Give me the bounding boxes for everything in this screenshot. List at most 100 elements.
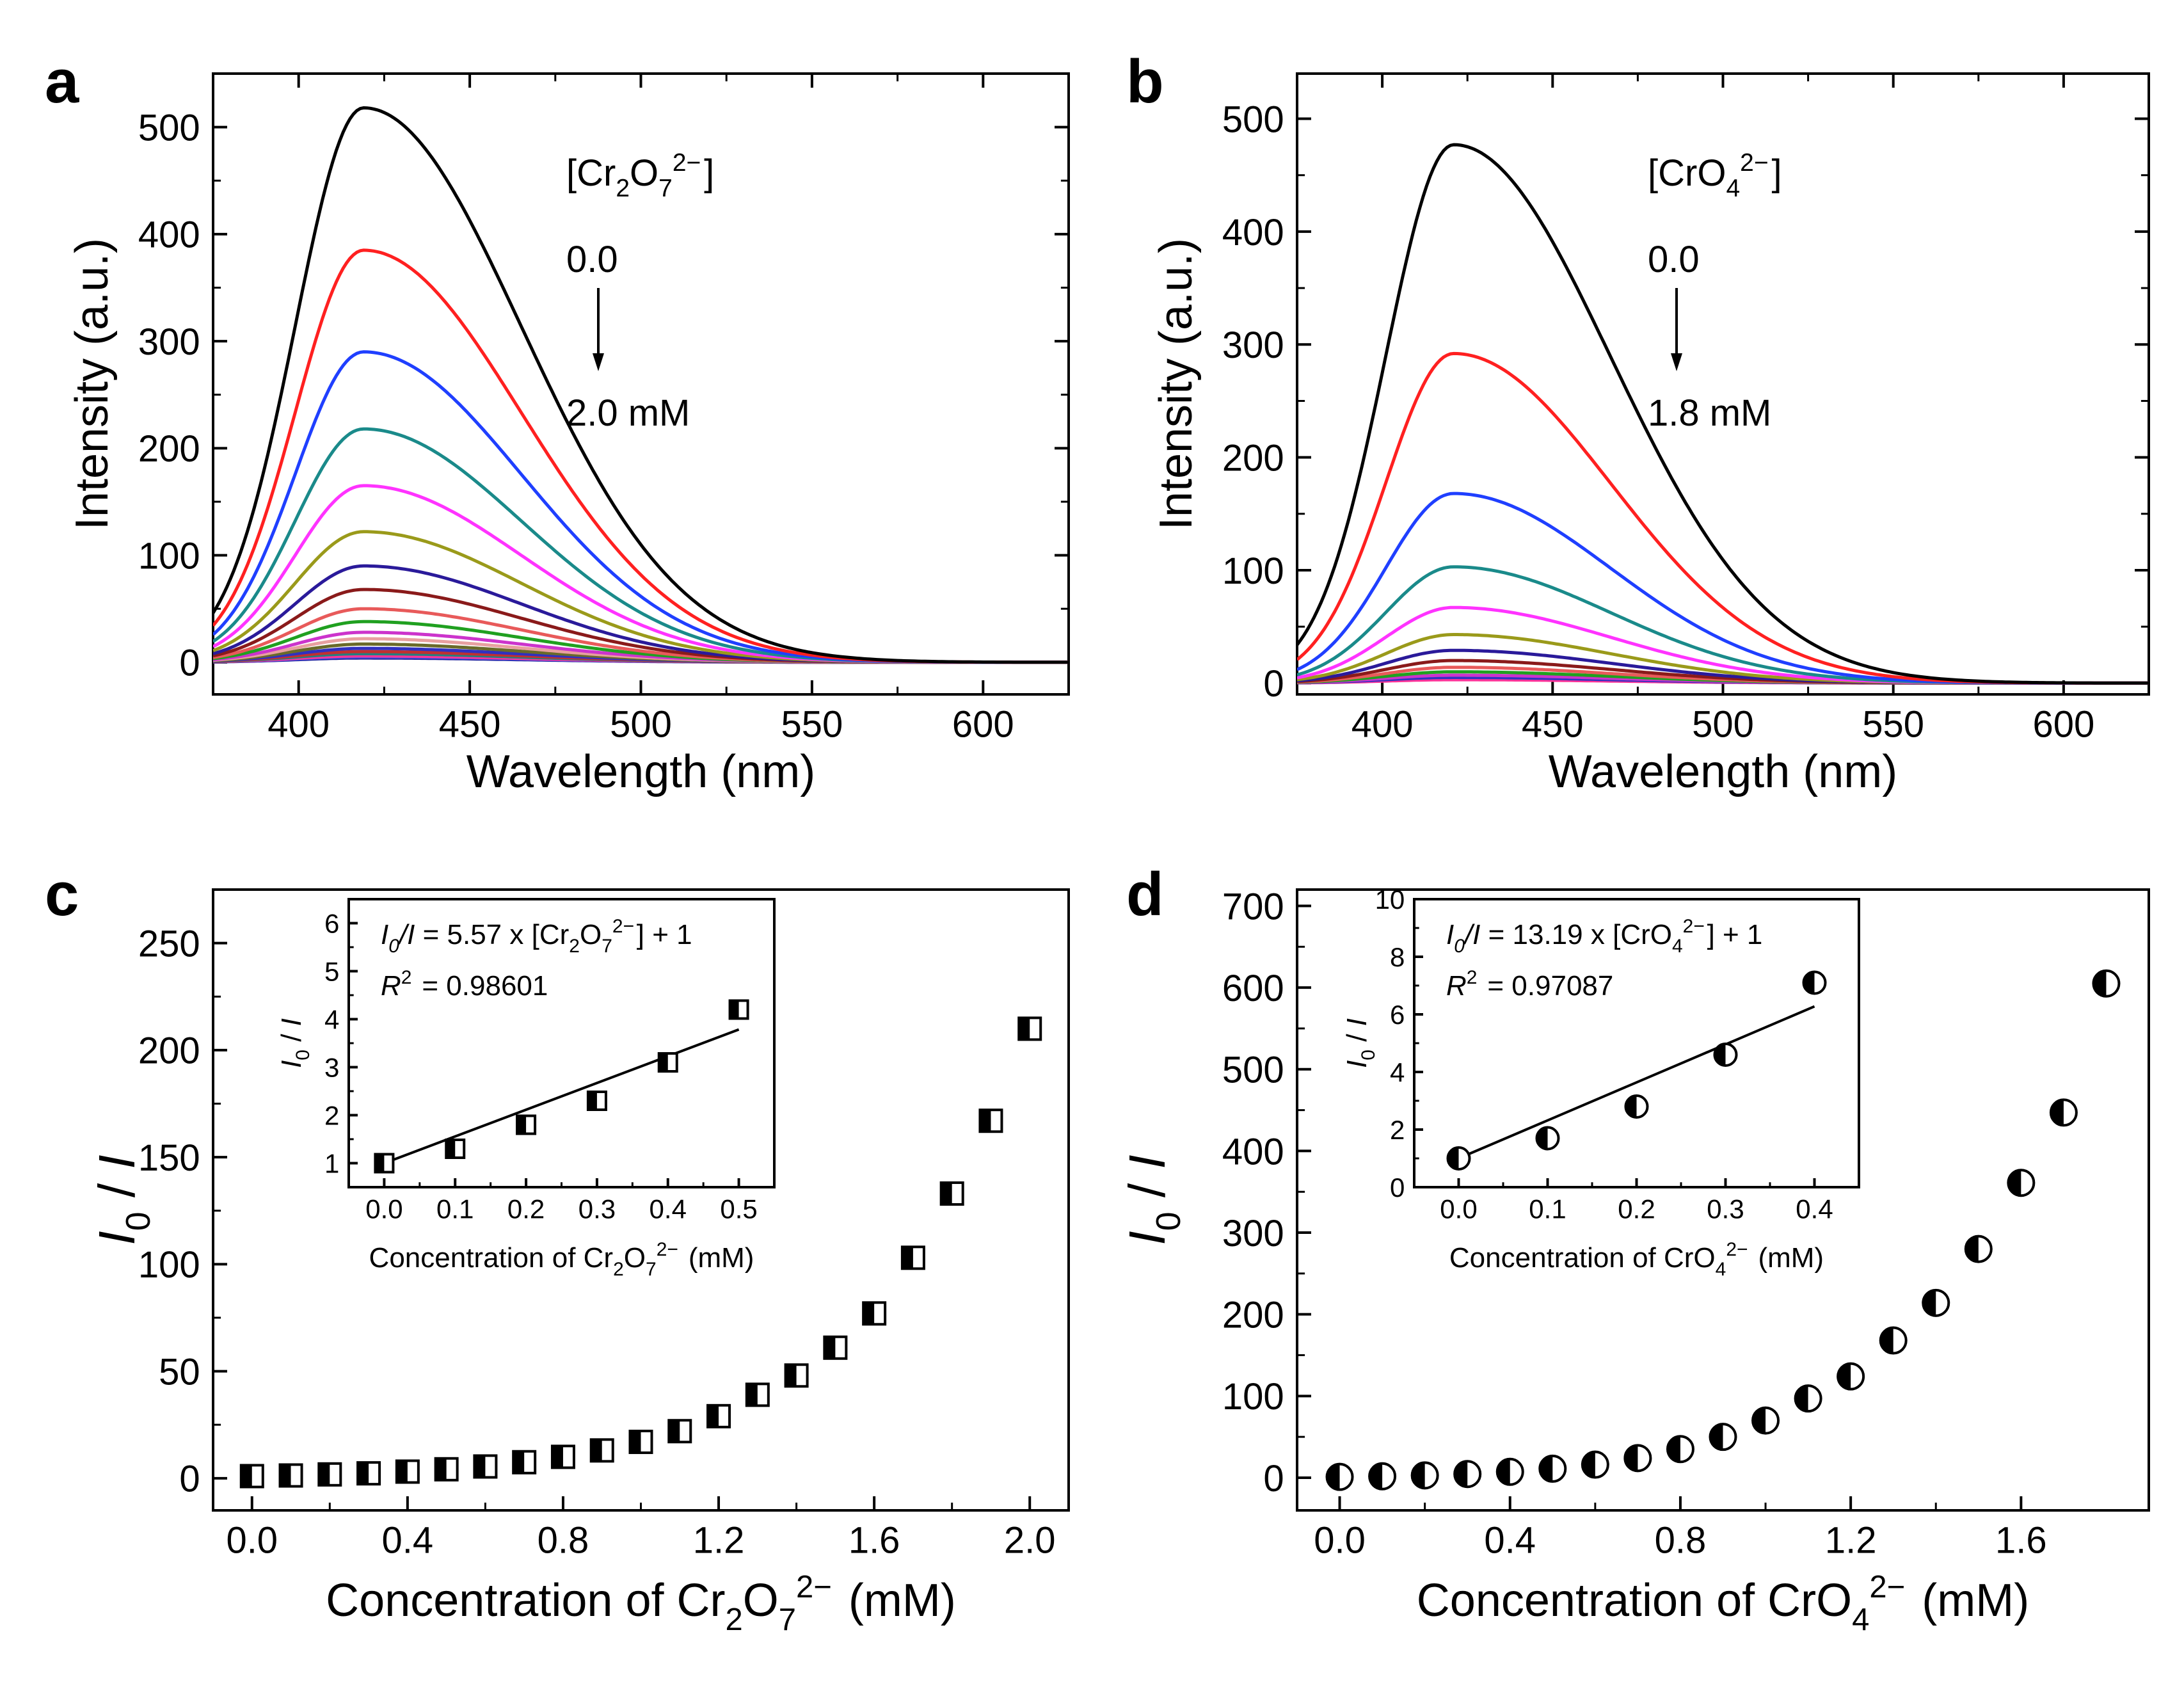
- y-tick-label: 400: [138, 214, 200, 256]
- data-point-fill: [396, 1460, 408, 1483]
- x-tick-label: 2.0: [1004, 1520, 1056, 1562]
- x-tick-label: 600: [2033, 704, 2095, 746]
- inset-y-axis-label: I0 / I: [276, 1018, 314, 1068]
- data-point-fill: [1795, 1386, 1808, 1412]
- data-point-fill: [1803, 971, 1815, 994]
- concentration-start: 0.0: [1648, 239, 1700, 280]
- x-tick-label: 0.4: [1484, 1520, 1536, 1562]
- x-axis-label: Concentration of CrO42− (mM): [1417, 1570, 2029, 1637]
- data-point-fill: [1582, 1451, 1595, 1478]
- data-point-fill: [2008, 1170, 2021, 1196]
- panel-label-a: a: [45, 47, 79, 116]
- y-tick-label: 200: [1222, 438, 1284, 479]
- data-point-fill: [1536, 1127, 1548, 1149]
- x-tick-label: 450: [1522, 704, 1584, 746]
- data-point-fill: [1710, 1424, 1723, 1450]
- data-point-fill: [280, 1464, 291, 1487]
- spectra-series: [213, 106, 1069, 664]
- x-tick-label: 0.0: [1314, 1520, 1366, 1562]
- x-tick-label: 0.4: [382, 1520, 434, 1562]
- data-point-fill: [1412, 1462, 1425, 1489]
- x-axis-label: Wavelength (nm): [466, 746, 816, 797]
- x-tick-label: 0.8: [1655, 1520, 1707, 1562]
- y-axis-label: Intensity (a.u.): [1151, 238, 1202, 530]
- y-tick-label: 2: [324, 1101, 339, 1131]
- scatter-points: [1325, 969, 2121, 1491]
- data-point-fill: [1714, 1044, 1726, 1066]
- data-point-fill: [1965, 1236, 1979, 1262]
- data-point-fill: [980, 1110, 991, 1132]
- data-point-fill: [1753, 1407, 1766, 1434]
- y-tick-label: 300: [138, 321, 200, 363]
- spectrum-line: [213, 248, 1069, 664]
- y-tick-label: 200: [1222, 1295, 1284, 1336]
- x-tick-label: 1.6: [1995, 1520, 2047, 1562]
- x-tick-label: 0.0: [226, 1520, 278, 1562]
- x-axis-label: Wavelength (nm): [1549, 746, 1898, 797]
- arrow-head: [593, 353, 604, 371]
- x-tick-label: 0.0: [1440, 1194, 1477, 1224]
- data-point-fill: [729, 1000, 739, 1019]
- y-tick-label: 100: [1222, 1376, 1284, 1418]
- y-tick-label: 100: [138, 535, 200, 577]
- data-point-fill: [2093, 970, 2107, 996]
- y-tick-label: 150: [138, 1137, 200, 1179]
- fit-line: [1458, 1005, 1815, 1160]
- x-tick-label: 0.1: [1529, 1194, 1566, 1224]
- y-tick-label: 200: [138, 1030, 200, 1072]
- panel-c-quench: 0.0 0.4 0.8 1.2 1.6 2.0 0 50 100 150 200 250 Concent…: [88, 888, 1070, 1637]
- x-tick-label: 1.2: [1825, 1520, 1877, 1562]
- y-tick-label: 4: [1390, 1057, 1405, 1087]
- x-tick-label: 0.8: [538, 1520, 589, 1562]
- data-point-fill: [1667, 1436, 1680, 1462]
- inset-points: [1446, 970, 1827, 1171]
- panel-a-spectra: 400 450 500 550 6000100200300400500Wavelengt…: [67, 72, 1070, 797]
- x-tick-label: 0.0: [365, 1194, 403, 1224]
- data-point-fill: [1447, 1147, 1459, 1169]
- y-tick-label: 500: [1222, 99, 1284, 140]
- data-point-fill: [552, 1446, 563, 1468]
- panel-b-spectra: 400 450 500 550 6000100200300400500Wavelengt…: [1151, 72, 2150, 797]
- y-tick-label: 300: [1222, 324, 1284, 366]
- x-axis-label: Concentration of Cr2O72− (mM): [326, 1570, 956, 1637]
- r-squared: R2 = 0.98601: [381, 967, 548, 1002]
- data-point-fill: [1625, 1096, 1637, 1117]
- y-axis-label: Intensity (a.u.): [67, 238, 118, 530]
- y-tick-label: 6: [1390, 1000, 1405, 1030]
- x-tick-label: 0.5: [720, 1194, 757, 1224]
- y-tick-label: 250: [138, 923, 200, 965]
- data-point-fill: [241, 1465, 252, 1487]
- data-point-fill: [669, 1420, 680, 1443]
- y-tick-label: 8: [1390, 942, 1405, 972]
- data-point-fill: [1625, 1445, 1638, 1471]
- data-point-fill: [1497, 1459, 1510, 1485]
- data-point-fill: [591, 1439, 602, 1462]
- spectrum-line: [213, 106, 1069, 664]
- y-tick-label: 0: [1390, 1172, 1405, 1203]
- data-point-fill: [1327, 1464, 1340, 1490]
- inset-y-axis-label: I0 / I: [1341, 1018, 1379, 1068]
- x-tick-label: 550: [1862, 704, 1924, 746]
- data-point-fill: [824, 1336, 836, 1359]
- panel-d-quench: 0.0 0.4 0.8 1.2 1.60100200300400500600700Con…: [1119, 884, 2150, 1637]
- data-point-fill: [474, 1455, 486, 1478]
- panel-label-b: b: [1126, 47, 1164, 116]
- data-point-fill: [1880, 1327, 1893, 1354]
- data-point-fill: [1019, 1018, 1030, 1040]
- scatter-points: [239, 1016, 1042, 1489]
- y-tick-label: 700: [1222, 886, 1284, 927]
- data-point-fill: [708, 1405, 719, 1427]
- data-point-fill: [1455, 1461, 1468, 1487]
- y-tick-label: 50: [159, 1351, 200, 1393]
- data-point-fill: [658, 1053, 668, 1071]
- x-tick-label: 0.3: [578, 1194, 616, 1224]
- data-point-fill: [319, 1463, 330, 1485]
- y-axis-label: I0 / I: [88, 1155, 157, 1245]
- y-tick-label: 100: [1222, 550, 1284, 592]
- data-point-fill: [941, 1182, 952, 1204]
- y-tick-label: 100: [138, 1244, 200, 1286]
- data-point-fill: [1838, 1363, 1851, 1389]
- data-point-fill: [1923, 1290, 1936, 1316]
- spectrum-line: [1297, 143, 2149, 685]
